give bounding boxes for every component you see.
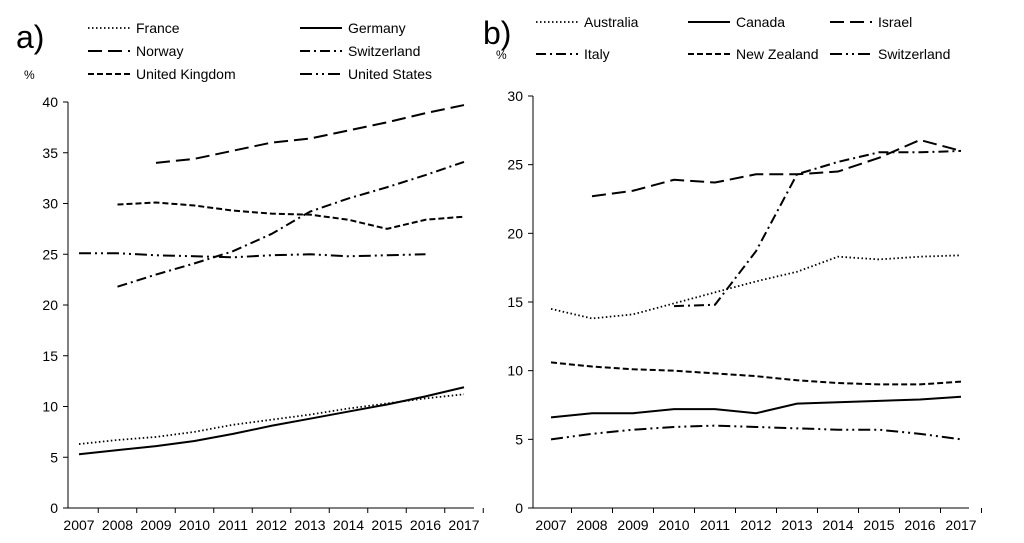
y-tick-label: 35 — [42, 145, 58, 161]
series-line-switzerland — [550, 424, 962, 441]
legend-label: United States — [348, 66, 432, 82]
y-tick-label: 25 — [42, 246, 58, 262]
y-unit-label: % — [496, 48, 507, 62]
y-tick-label: 10 — [42, 399, 58, 415]
x-tick-label: 2008 — [576, 517, 607, 533]
legend-label: Germany — [348, 20, 406, 36]
y-tick-label: 5 — [50, 449, 58, 465]
series-line-united-kingdom — [117, 201, 465, 230]
x-tick-label: 2016 — [904, 517, 935, 533]
y-tick-label: 30 — [42, 196, 58, 212]
y-tick-label: 25 — [507, 157, 523, 173]
series-line-australia — [550, 254, 962, 320]
x-tick-label: 2011 — [218, 517, 248, 533]
legend-label: Israel — [878, 14, 912, 30]
x-tick-label: 2012 — [256, 517, 287, 533]
legend-label: Switzerland — [878, 46, 950, 62]
x-tick-label: 2009 — [140, 517, 171, 533]
y-tick-label: 0 — [50, 500, 58, 516]
x-tick-label: 2010 — [179, 517, 210, 533]
series-line-germany — [78, 386, 465, 456]
y-tick-label: 5 — [515, 431, 523, 447]
y-tick-label: 15 — [507, 294, 523, 310]
series-line-france — [78, 393, 465, 445]
y-tick-label: 20 — [42, 297, 58, 313]
x-tick-label: 2016 — [410, 517, 441, 533]
x-tick-label: 2013 — [294, 517, 325, 533]
panel-label: a) — [16, 19, 44, 55]
legend-label: New Zealand — [736, 46, 819, 62]
x-tick-label: 2012 — [740, 517, 771, 533]
legend-label: Switzerland — [348, 43, 420, 59]
x-tick-label: 2014 — [822, 517, 853, 533]
y-unit-label: % — [24, 68, 35, 82]
y-tick-label: 0 — [515, 500, 523, 516]
x-tick-label: 2009 — [617, 517, 648, 533]
x-tick-label: 2007 — [535, 517, 566, 533]
y-tick-label: 20 — [507, 225, 523, 241]
legend-label: France — [136, 20, 180, 36]
series-line-norway — [155, 104, 465, 164]
x-tick-label: 2017 — [448, 517, 479, 533]
legend-label: Norway — [136, 43, 183, 59]
series-line-israel — [591, 138, 962, 198]
x-tick-label: 2013 — [781, 517, 812, 533]
legend-label: Australia — [584, 14, 639, 30]
panel-a: a)% 0 5 10 15 20 25 30 35 40 2007 2008 2009 2010 2011 2… — [16, 19, 484, 533]
panel-b: b)% 0 5 10 15 20 25 30 2007 2008 2009 2010 2011 2012 2… — [483, 14, 982, 533]
x-tick-label: 2010 — [658, 517, 689, 533]
x-tick-label: 2007 — [63, 517, 94, 533]
series-line-switzerland — [117, 160, 465, 288]
x-tick-label: 2015 — [863, 517, 894, 533]
y-tick-label: 15 — [42, 348, 58, 364]
legend-label: Italy — [584, 46, 610, 62]
y-tick-label: 30 — [507, 88, 523, 104]
x-tick-label: 2008 — [102, 517, 133, 533]
panel-label: b) — [483, 15, 511, 51]
series-line-new-zealand — [550, 361, 962, 386]
legend-label: Canada — [736, 14, 785, 30]
series-line-united-states — [79, 252, 426, 259]
x-tick-label: 2015 — [371, 517, 402, 533]
x-tick-label: 2014 — [333, 517, 364, 533]
y-tick-label: 40 — [42, 94, 58, 110]
y-tick-label: 10 — [507, 363, 523, 379]
legend-label: United Kingdom — [136, 66, 236, 82]
x-tick-label: 2017 — [945, 517, 976, 533]
x-tick-label: 2011 — [700, 517, 730, 533]
series-line-canada — [550, 395, 962, 419]
series-line-italy — [673, 149, 962, 308]
